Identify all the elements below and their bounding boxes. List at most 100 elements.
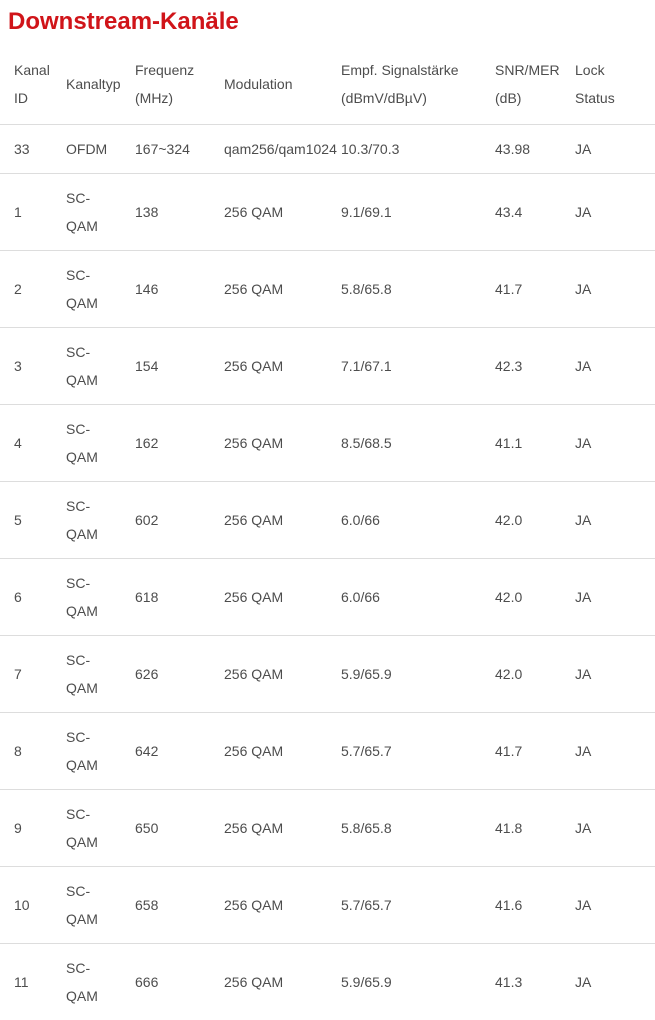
cell-kanal_id: 7 <box>0 636 66 713</box>
cell-lock_status: JA <box>575 636 655 713</box>
cell-kanal_id: 11 <box>0 944 66 1020</box>
cell-modulation: qam256/qam1024 <box>224 125 341 174</box>
cell-snr_mer: 41.1 <box>495 405 575 482</box>
cell-lock_status: JA <box>575 125 655 174</box>
column-header-frequenz_mhz: Frequenz (MHz) <box>135 52 224 125</box>
cell-empf_signalstaerke: 9.1/69.1 <box>341 174 495 251</box>
cell-lock_status: JA <box>575 405 655 482</box>
cell-frequenz_mhz: 650 <box>135 790 224 867</box>
cell-snr_mer: 41.3 <box>495 944 575 1020</box>
column-header-modulation: Modulation <box>224 52 341 125</box>
cell-kanaltyp: SC- QAM <box>66 174 135 251</box>
cell-kanal_id: 33 <box>0 125 66 174</box>
cell-kanaltyp: SC- QAM <box>66 944 135 1020</box>
cell-kanal_id: 2 <box>0 251 66 328</box>
cell-frequenz_mhz: 167~324 <box>135 125 224 174</box>
cell-kanal_id: 1 <box>0 174 66 251</box>
cell-kanaltyp: SC- QAM <box>66 482 135 559</box>
cell-kanal_id: 5 <box>0 482 66 559</box>
cell-snr_mer: 41.8 <box>495 790 575 867</box>
cell-modulation: 256 QAM <box>224 482 341 559</box>
cell-kanal_id: 3 <box>0 328 66 405</box>
cell-kanal_id: 10 <box>0 867 66 944</box>
cell-snr_mer: 42.0 <box>495 636 575 713</box>
cell-kanaltyp: SC- QAM <box>66 559 135 636</box>
cell-empf_signalstaerke: 10.3/70.3 <box>341 125 495 174</box>
cell-modulation: 256 QAM <box>224 867 341 944</box>
cell-snr_mer: 42.0 <box>495 482 575 559</box>
cell-empf_signalstaerke: 5.9/65.9 <box>341 944 495 1020</box>
cell-snr_mer: 41.7 <box>495 251 575 328</box>
cell-frequenz_mhz: 642 <box>135 713 224 790</box>
cell-snr_mer: 42.3 <box>495 328 575 405</box>
cell-kanaltyp: SC- QAM <box>66 867 135 944</box>
cell-kanaltyp: SC- QAM <box>66 251 135 328</box>
cell-kanaltyp: SC- QAM <box>66 636 135 713</box>
cell-snr_mer: 41.6 <box>495 867 575 944</box>
cell-snr_mer: 43.4 <box>495 174 575 251</box>
cell-lock_status: JA <box>575 867 655 944</box>
cell-frequenz_mhz: 162 <box>135 405 224 482</box>
cell-lock_status: JA <box>575 328 655 405</box>
cell-modulation: 256 QAM <box>224 636 341 713</box>
column-header-lock_status: Lock Status <box>575 52 655 125</box>
cell-empf_signalstaerke: 6.0/66 <box>341 482 495 559</box>
cell-lock_status: JA <box>575 790 655 867</box>
cell-modulation: 256 QAM <box>224 713 341 790</box>
column-header-snr_mer: SNR/MER (dB) <box>495 52 575 125</box>
cell-kanaltyp: SC- QAM <box>66 790 135 867</box>
cell-kanaltyp: SC- QAM <box>66 713 135 790</box>
cell-snr_mer: 43.98 <box>495 125 575 174</box>
cell-empf_signalstaerke: 5.9/65.9 <box>341 636 495 713</box>
cell-lock_status: JA <box>575 559 655 636</box>
cell-snr_mer: 42.0 <box>495 559 575 636</box>
cell-empf_signalstaerke: 5.8/65.8 <box>341 251 495 328</box>
cell-kanal_id: 8 <box>0 713 66 790</box>
cell-frequenz_mhz: 154 <box>135 328 224 405</box>
page-title: Downstream-Kanäle <box>8 8 655 36</box>
cell-frequenz_mhz: 602 <box>135 482 224 559</box>
cell-empf_signalstaerke: 8.5/68.5 <box>341 405 495 482</box>
cell-empf_signalstaerke: 7.1/67.1 <box>341 328 495 405</box>
cell-empf_signalstaerke: 5.7/65.7 <box>341 713 495 790</box>
cell-snr_mer: 41.7 <box>495 713 575 790</box>
cell-modulation: 256 QAM <box>224 251 341 328</box>
cell-frequenz_mhz: 146 <box>135 251 224 328</box>
cell-frequenz_mhz: 618 <box>135 559 224 636</box>
cell-lock_status: JA <box>575 713 655 790</box>
cell-kanal_id: 9 <box>0 790 66 867</box>
cell-kanal_id: 6 <box>0 559 66 636</box>
cell-lock_status: JA <box>575 482 655 559</box>
cell-frequenz_mhz: 626 <box>135 636 224 713</box>
cell-frequenz_mhz: 138 <box>135 174 224 251</box>
cell-empf_signalstaerke: 6.0/66 <box>341 559 495 636</box>
cell-modulation: 256 QAM <box>224 559 341 636</box>
cell-modulation: 256 QAM <box>224 328 341 405</box>
column-header-kanaltyp: Kanaltyp <box>66 52 135 125</box>
column-header-empf_signalstaerke: Empf. Signalstärke (dBmV/dBµV) <box>341 52 495 125</box>
cell-modulation: 256 QAM <box>224 790 341 867</box>
cell-lock_status: JA <box>575 944 655 1020</box>
cell-empf_signalstaerke: 5.8/65.8 <box>341 790 495 867</box>
cell-modulation: 256 QAM <box>224 405 341 482</box>
cell-kanaltyp: OFDM <box>66 125 135 174</box>
cell-kanaltyp: SC- QAM <box>66 328 135 405</box>
column-header-kanal_id: Kanal ID <box>0 52 66 125</box>
cell-modulation: 256 QAM <box>224 944 341 1020</box>
cell-kanal_id: 4 <box>0 405 66 482</box>
cell-modulation: 256 QAM <box>224 174 341 251</box>
cell-empf_signalstaerke: 5.7/65.7 <box>341 867 495 944</box>
